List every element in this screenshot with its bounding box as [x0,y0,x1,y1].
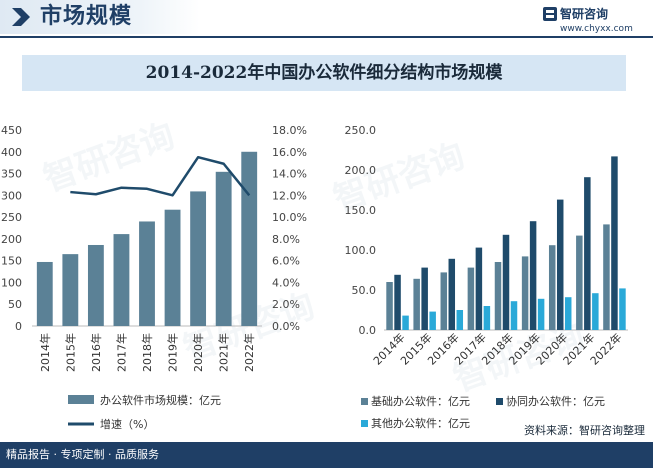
header: 市场规模 智研咨询 www.chyxx.com [0,0,653,38]
bar-other-office [510,301,518,330]
bar-collab-office [475,247,483,330]
header-band [0,0,200,34]
x-tick-label: 2014年 [38,333,52,372]
legend-swatch-bar [68,395,94,404]
y-tick-label: 50.0 [352,284,377,297]
bar-other-office [619,288,626,330]
legend-label-basic: 基础办公软件：亿元 [371,394,470,408]
y-left-tick-label: 350 [1,168,22,181]
bar-other-office [592,293,599,330]
bar-market-size [139,221,155,326]
bar-market-size [62,254,79,326]
bar-collab-office [584,177,591,330]
bar-collab-office [394,274,401,330]
legend-label-line: 增速（%） [100,417,154,431]
bar-other-office [564,297,572,330]
x-tick-label: 2016年 [89,333,103,372]
bar-market-size [36,261,53,326]
x-tick-label: 2019年 [166,333,180,372]
logo-url[interactable]: www.chyxx.com [560,24,633,34]
x-tick-label: 2022年 [242,333,256,372]
y-left-tick-label: 400 [1,146,22,159]
source-note: 资料来源：智研咨询整理 [524,423,645,439]
x-tick-label: 2020年 [191,333,205,372]
bar-other-office [402,315,409,330]
footer-slogan: 精品报告 · 专项定制 · 品质服务 [6,448,159,461]
line-growth-rate [70,155,251,197]
source-value: 智研咨询整理 [579,424,645,437]
legend-swatch-basic [361,398,368,405]
header-divider [0,36,653,38]
y-right-tick-label: 2.0% [272,298,300,311]
y-right-tick-label: 18.0% [272,124,307,137]
legend-swatch-other [361,420,368,427]
legend-label-bar: 办公软件市场规模：亿元 [100,393,221,407]
footer: 精品报告 · 专项定制 · 品质服务 [0,442,653,468]
y-left-tick-label: 300 [1,189,22,202]
bar-other-office [483,306,491,330]
bar-market-size [164,209,181,326]
bar-market-size [241,151,258,326]
x-tick-label: 2021年 [217,333,231,372]
bar-basic-office [467,267,475,330]
y-left-tick-label: 100 [1,276,22,289]
bar-collab-office [421,267,428,330]
y-tick-label: 0.0 [359,324,377,337]
chevron-right-icon [12,8,30,26]
bar-collab-office [611,156,618,330]
x-tick-label: 2017年 [114,333,128,372]
legend-label-other: 其他办公软件：亿元 [371,416,470,430]
legend-swatch-collab [496,398,503,405]
bar-basic-office [521,256,529,330]
brand-logo[interactable]: 智研咨询 www.chyxx.com [542,4,652,38]
y-left-tick-label: 450 [1,124,22,137]
y-right-tick-label: 12.0% [272,189,307,202]
bar-market-size [87,244,104,326]
y-left-tick-label: 150 [1,255,22,268]
chart-title-box: 2014-2022年中国办公软件细分结构市场规模 [22,55,626,91]
bar-market-size [215,171,232,326]
y-tick-label: 250.0 [345,124,377,137]
bar-market-size [113,234,130,326]
bar-market-size [190,191,207,326]
bar-basic-office [603,224,610,330]
logo-icon [543,7,557,21]
y-right-tick-label: 14.0% [272,168,307,181]
section-title: 市场规模 [40,4,133,29]
x-tick-label: 2018年 [140,333,154,372]
chart-title: 2014-2022年中国办公软件细分结构市场规模 [145,63,503,83]
bar-basic-office [548,245,556,330]
bar-collab-office [448,258,456,330]
y-right-tick-label: 0.0% [272,320,300,333]
logo-name: 智研咨询 [560,7,609,21]
legend-label-collab: 协同办公软件：亿元 [506,394,605,408]
y-left-tick-label: 250 [1,211,22,224]
bar-other-office [456,310,464,330]
x-tick-label: 2015年 [63,333,77,372]
bar-basic-office [440,272,448,330]
bar-basic-office [576,235,583,330]
y-right-tick-label: 6.0% [272,255,300,268]
y-right-tick-label: 4.0% [272,276,300,289]
y-right-tick-label: 8.0% [272,233,300,246]
y-tick-label: 150.0 [345,204,377,217]
y-left-tick-label: 50 [8,298,22,311]
y-tick-label: 200.0 [345,164,377,177]
y-left-tick-label: 0 [15,320,22,333]
y-right-tick-label: 16.0% [272,146,307,159]
y-right-tick-label: 10.0% [272,211,307,224]
bar-collab-office [529,221,537,330]
y-tick-label: 100.0 [345,244,377,257]
bar-collab-office [502,234,510,330]
bar-basic-office [413,278,420,330]
y-left-tick-label: 200 [1,233,22,246]
bar-basic-office [494,262,502,330]
source-label: 资料来源： [524,424,579,437]
bar-collab-office [556,199,564,330]
bar-basic-office [386,282,393,330]
bar-other-office [537,298,545,330]
bar-other-office [429,311,436,330]
